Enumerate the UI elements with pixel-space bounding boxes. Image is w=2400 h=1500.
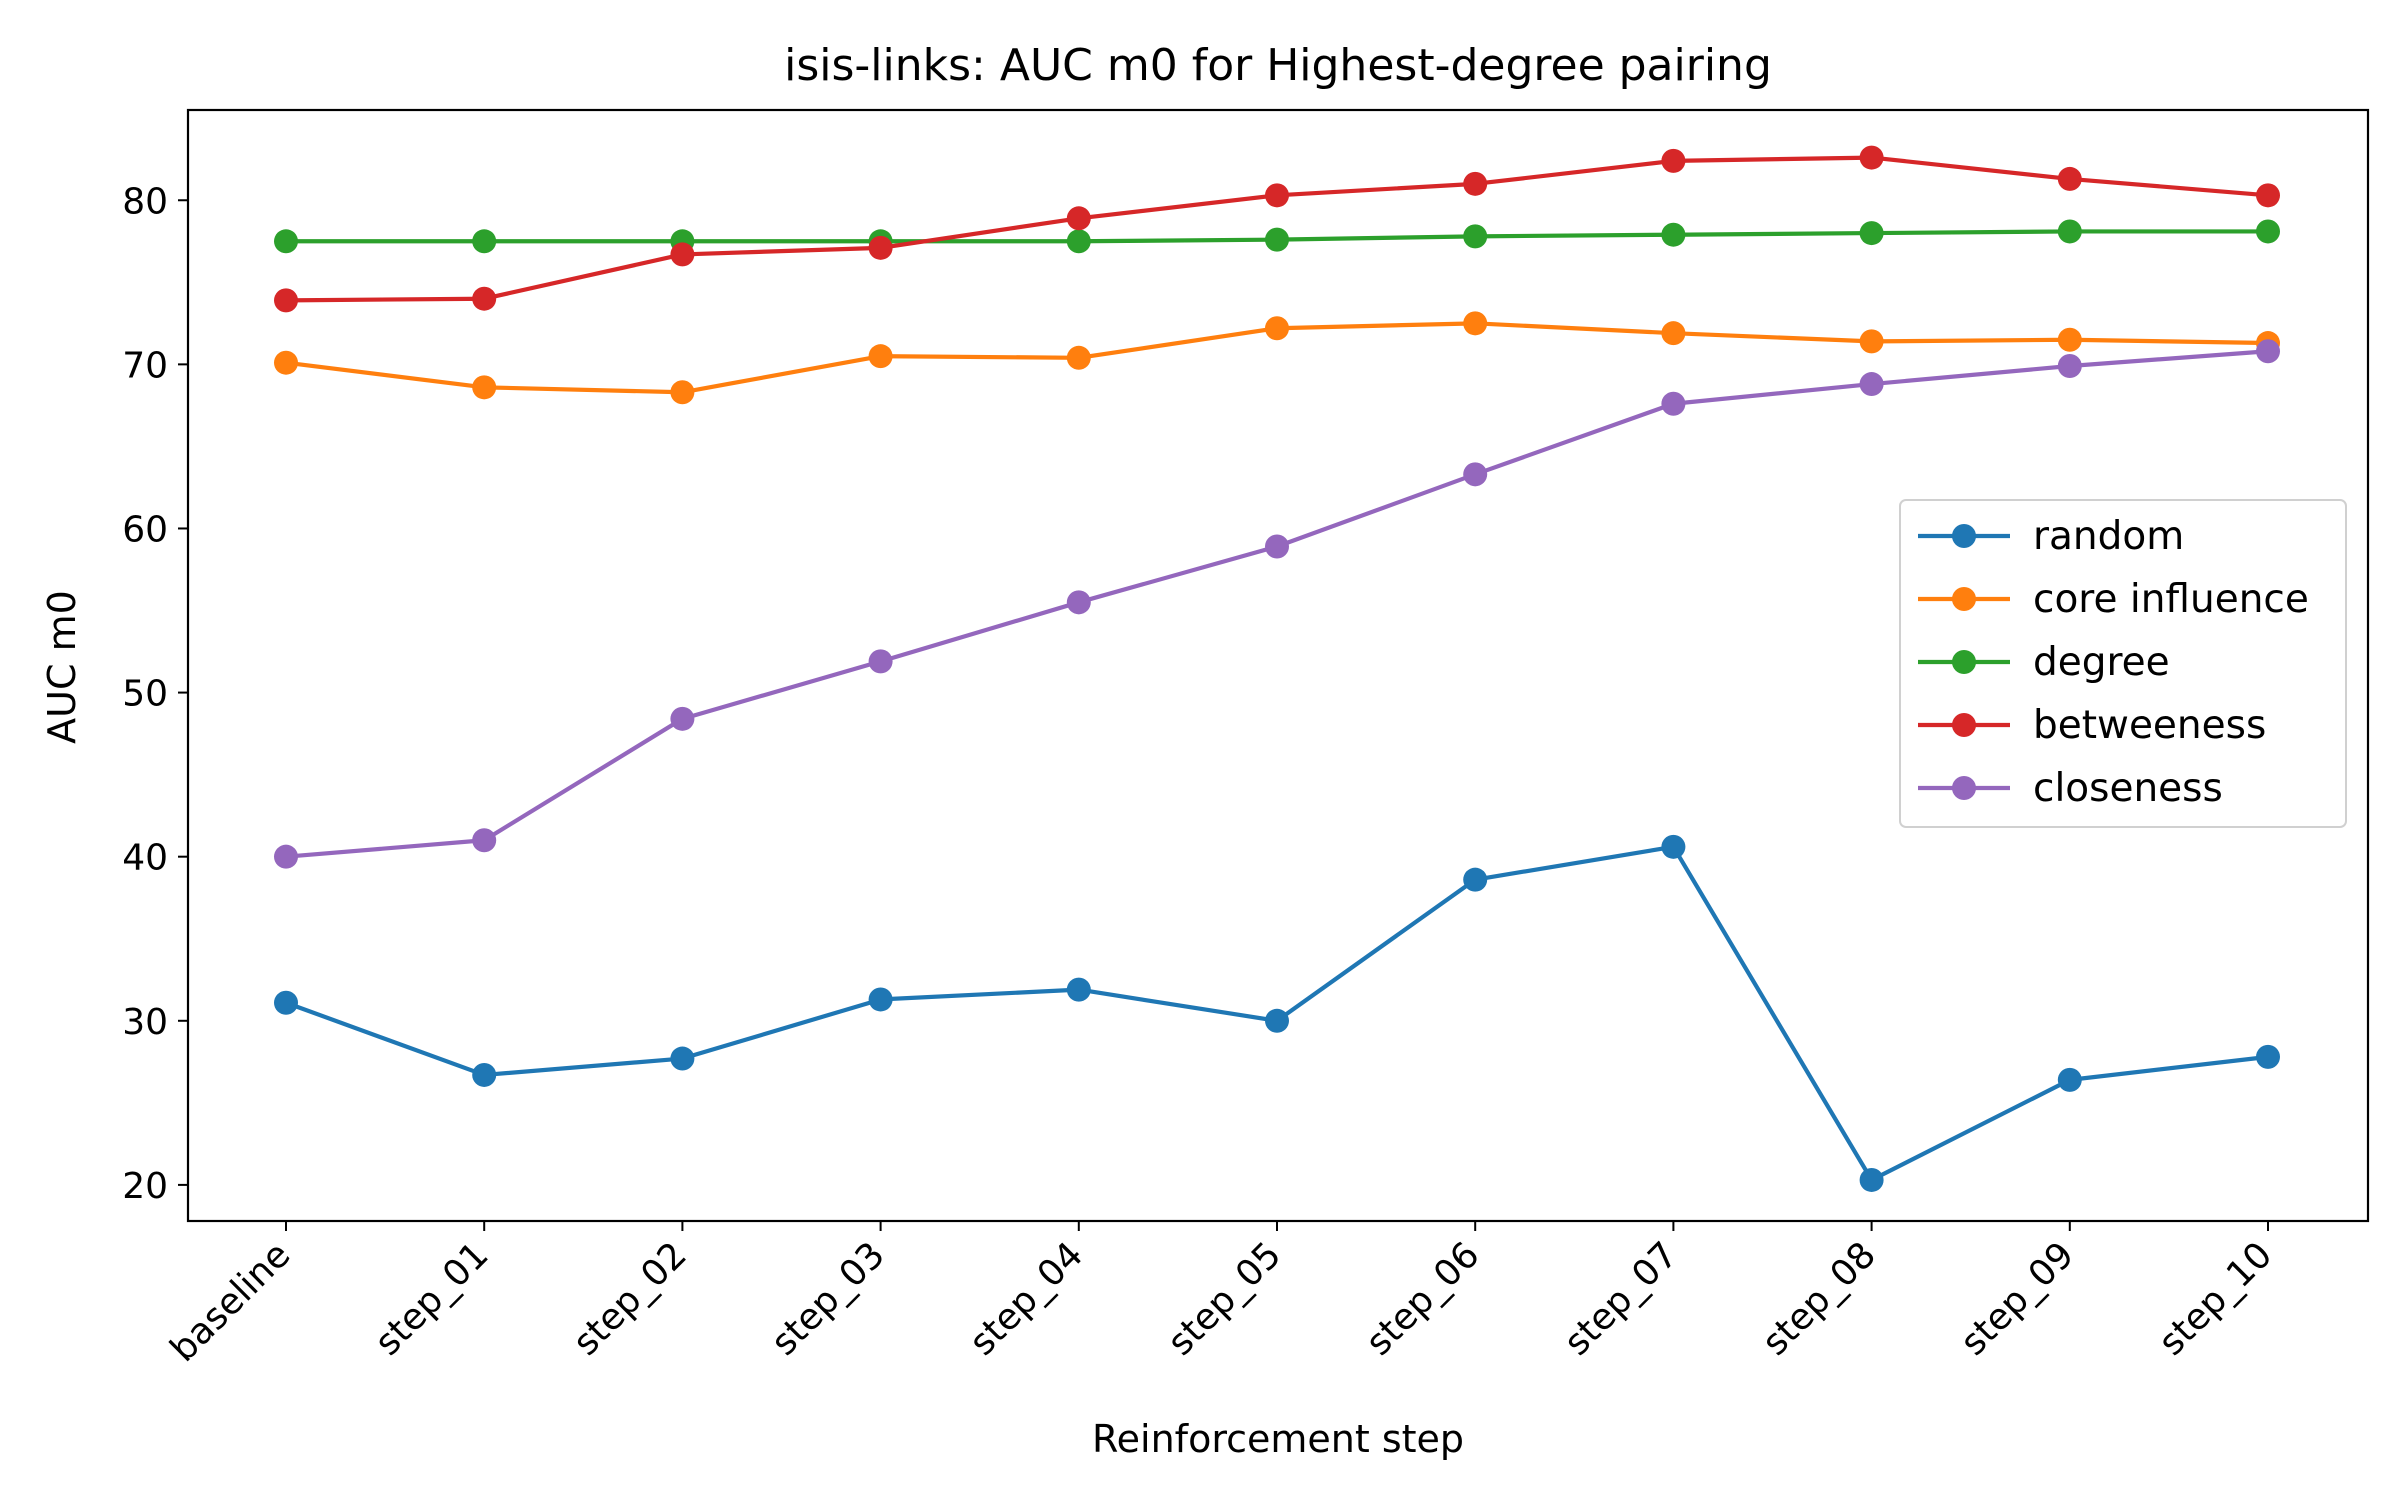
- data-point: [1066, 590, 1091, 615]
- y-tick-label: 30: [122, 1002, 168, 1043]
- y-tick-label: 70: [122, 345, 168, 386]
- data-point: [2057, 166, 2082, 191]
- chart-title: isis-links: AUC m0 for Highest-degree pa…: [784, 40, 1772, 91]
- data-point: [274, 288, 298, 313]
- data-point: [1661, 222, 1686, 247]
- data-point: [2256, 339, 2280, 364]
- y-axis-ticks: 20 30 40 50 60 70 80: [122, 181, 188, 1207]
- legend-label: random: [2033, 514, 2184, 559]
- data-point: [2057, 354, 2082, 379]
- legend-item: closeness: [1918, 766, 2223, 811]
- series-betweeness: [274, 145, 2280, 313]
- data-point: [1463, 462, 1488, 487]
- data-point: [274, 990, 298, 1015]
- y-tick-label: 20: [122, 1166, 168, 1207]
- y-tick-label: 80: [122, 181, 168, 222]
- data-point: [274, 350, 298, 375]
- data-point: [670, 380, 695, 405]
- data-point: [1265, 227, 1289, 252]
- data-point: [472, 375, 497, 400]
- legend-label: closeness: [2033, 766, 2223, 811]
- plot-frame: [186, 108, 2370, 1223]
- data-point: [2256, 183, 2280, 208]
- data-point: [1859, 329, 1884, 354]
- legend-item: betweeness: [1918, 703, 2266, 748]
- data-point: [1661, 834, 1686, 859]
- data-point: [2256, 1044, 2280, 1069]
- data-point: [1265, 534, 1289, 559]
- data-point: [1859, 372, 1884, 397]
- legend-swatch-marker: [1952, 587, 1976, 611]
- data-point: [1066, 229, 1091, 254]
- legend-swatch-marker: [1952, 713, 1976, 737]
- legend-label: degree: [2033, 640, 2170, 685]
- legend-swatch-marker: [1952, 776, 1976, 800]
- data-point: [1265, 183, 1289, 208]
- data-point: [274, 229, 298, 254]
- data-point: [868, 987, 893, 1012]
- data-point: [1265, 1008, 1289, 1033]
- data-point: [1463, 867, 1488, 892]
- data-point: [670, 242, 695, 267]
- legend-item: degree: [1918, 640, 2170, 685]
- legend-swatch-marker: [1952, 524, 1976, 548]
- y-tick-label: 40: [122, 838, 168, 879]
- data-point: [1661, 391, 1686, 416]
- data-point: [1859, 1167, 1884, 1192]
- data-point: [1859, 221, 1884, 246]
- legend-item: core influence: [1918, 577, 2309, 622]
- legend-label: betweeness: [2033, 703, 2266, 748]
- data-point: [1463, 311, 1488, 336]
- x-axis-label: Reinforcement step: [1092, 1417, 1464, 1461]
- series-random: [274, 834, 2280, 1192]
- data-point: [670, 706, 695, 731]
- data-point: [2057, 1067, 2082, 1092]
- data-point: [868, 344, 893, 369]
- data-point: [868, 649, 893, 674]
- legend: random core influence degree betweeness clos…: [1899, 499, 2347, 828]
- data-point: [670, 1046, 695, 1071]
- data-point: [2057, 219, 2082, 244]
- legend-label: core influence: [2033, 577, 2309, 622]
- data-point: [274, 844, 298, 869]
- data-point: [1661, 321, 1686, 346]
- y-tick-label: 50: [122, 674, 168, 715]
- legend-item: random: [1918, 514, 2184, 559]
- data-point: [1463, 224, 1488, 249]
- y-tick-label: 60: [122, 509, 168, 550]
- data-point: [1066, 206, 1091, 231]
- legend-box: [1899, 499, 2347, 828]
- data-point: [2256, 219, 2280, 244]
- data-point: [472, 229, 497, 254]
- data-point: [472, 286, 497, 311]
- data-point: [472, 1062, 497, 1087]
- data-point: [1066, 977, 1091, 1002]
- data-point: [868, 235, 893, 260]
- series-closeness: [274, 339, 2280, 869]
- data-point: [1661, 148, 1686, 173]
- legend-swatch-marker: [1952, 650, 1976, 674]
- data-point: [1463, 171, 1488, 196]
- data-point: [1859, 145, 1884, 170]
- data-point: [1265, 316, 1289, 341]
- series-core-influence: [274, 311, 2280, 405]
- data-point: [2057, 327, 2082, 352]
- data-point: [1066, 345, 1091, 370]
- y-axis-label: AUC m0: [40, 590, 84, 744]
- series-layer: [274, 145, 2280, 1192]
- data-point: [472, 828, 497, 853]
